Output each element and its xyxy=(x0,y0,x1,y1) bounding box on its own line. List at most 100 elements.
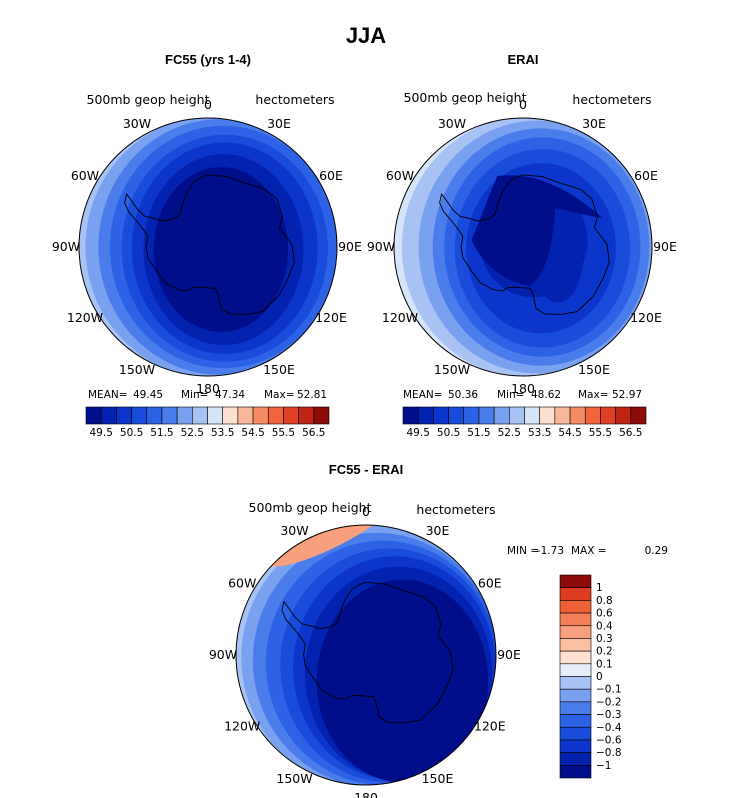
polar-map xyxy=(393,117,653,377)
lon-label: 0 xyxy=(519,97,527,112)
lon-label: 90W xyxy=(52,239,80,254)
min-label: Min= xyxy=(497,389,524,401)
lon-label: 90W xyxy=(209,647,237,662)
colorbar-swatch xyxy=(283,406,299,425)
map-boundary xyxy=(78,117,338,377)
colorbar-swatch xyxy=(448,406,465,425)
coastline xyxy=(124,174,295,315)
colorbar-swatch xyxy=(463,406,480,425)
lon-label: 90W xyxy=(367,239,395,254)
min-value: 48.62 xyxy=(531,389,561,401)
units-label: hectometers xyxy=(572,92,651,107)
panel-title: ERAI xyxy=(507,52,538,67)
colorbar-tick-label: 49.5 xyxy=(407,427,430,439)
field-label: 500mb geop height xyxy=(404,90,527,105)
min-value: -1.73 xyxy=(537,545,564,557)
colorbar-swatch xyxy=(559,638,592,652)
lon-label: 120W xyxy=(67,310,103,325)
lon-label: 30E xyxy=(582,116,606,131)
lon-label: 120E xyxy=(474,719,506,734)
colorbar-tick-label: 54.5 xyxy=(241,427,264,439)
colorbar-tick-label: −0.2 xyxy=(596,696,622,708)
colorbar-swatch xyxy=(222,406,239,425)
colorbar-swatch xyxy=(584,406,601,425)
colorbar-tick-label: 53.5 xyxy=(528,427,551,439)
max-label: Max= xyxy=(264,389,295,401)
colorbar-swatch xyxy=(559,739,592,753)
colorbar-swatch xyxy=(559,612,592,627)
colorbar-tick-label: 53.5 xyxy=(211,427,234,439)
stats-line: MEAN= 49.45 Min= 47.34 Max= 52.81 xyxy=(88,389,327,401)
coastline xyxy=(281,581,454,724)
colorbar-tick-label: −0.1 xyxy=(596,684,622,696)
colorbar-tick-label: 56.5 xyxy=(302,427,325,439)
contour-band xyxy=(316,579,489,783)
colorbar-swatch xyxy=(176,406,193,425)
stats-line: MIN = -1.73 MAX = 0.29 xyxy=(507,545,668,557)
max-value: 52.97 xyxy=(612,389,642,401)
colorbar-swatch xyxy=(131,406,148,425)
panel-difference: FC55 - ERAI 500mb geop height hectometer… xyxy=(209,462,668,798)
colorbar-swatch xyxy=(509,406,525,425)
min-value: 47.34 xyxy=(215,389,245,401)
colorbar-tick-label: 49.5 xyxy=(90,427,113,439)
lon-label: 30E xyxy=(267,116,291,131)
colorbar-tick-label: 52.5 xyxy=(498,427,521,439)
colorbar-swatch xyxy=(539,406,556,425)
field-label: 500mb geop height xyxy=(87,92,210,107)
max-label: MAX = xyxy=(571,545,607,557)
lon-label: 150W xyxy=(434,362,470,377)
panel-title: FC55 - ERAI xyxy=(329,462,403,477)
lon-label: 120W xyxy=(382,310,418,325)
map-boundary xyxy=(393,117,653,377)
colorbar-swatch xyxy=(559,574,592,588)
colorbar-swatch xyxy=(146,406,163,425)
mean-value: 49.45 xyxy=(133,389,163,401)
colorbar-tick-label: 56.5 xyxy=(619,427,642,439)
colorbar-swatch xyxy=(116,406,132,425)
colorbar-swatch xyxy=(313,406,330,425)
colorbar: 49.5 50.5 51.5 52.5 53.5 54.5 55.5 56.5 xyxy=(402,406,647,439)
colorbar-tick-label: 55.5 xyxy=(589,427,612,439)
colorbar-tick-label: 54.5 xyxy=(558,427,581,439)
colorbar-tick-label: 50.5 xyxy=(120,427,143,439)
colorbar-swatch xyxy=(559,726,592,741)
lon-label: 120E xyxy=(315,310,347,325)
polar-map xyxy=(235,524,497,786)
colorbar-tick-label: 0.6 xyxy=(596,608,613,620)
colorbar-swatch xyxy=(569,406,586,425)
colorbar-swatch xyxy=(559,676,592,690)
colorbar-tick-label: 51.5 xyxy=(467,427,490,439)
lon-label: 30W xyxy=(123,116,151,131)
lon-label: 90E xyxy=(653,239,677,254)
lon-label: 60E xyxy=(478,576,502,591)
lon-label: 180 xyxy=(354,790,378,798)
min-label: Min= xyxy=(181,389,208,401)
colorbar-tick-label: −0.8 xyxy=(596,747,622,759)
lon-label: 60W xyxy=(71,168,99,183)
colorbar-swatch xyxy=(100,406,117,425)
lon-label: 120W xyxy=(224,719,260,734)
colorbar-tick-label: 51.5 xyxy=(150,427,173,439)
lon-label: 150E xyxy=(578,362,610,377)
colorbar-tick-label: −0.4 xyxy=(596,722,622,734)
colorbar-swatch xyxy=(559,701,592,715)
panel-erai: ERAI 500mb geop height hectometers 0 30E 6… xyxy=(367,52,677,439)
panel-title: FC55 (yrs 1-4) xyxy=(165,52,251,67)
colorbar-tick-label: 0.2 xyxy=(596,646,613,658)
max-value: 52.81 xyxy=(297,389,327,401)
colorbar-swatch xyxy=(252,406,269,425)
colorbar-swatch xyxy=(237,406,254,425)
lon-label: 0 xyxy=(362,504,370,519)
colorbar-tick-label: 0 xyxy=(596,671,603,683)
mean-label: MEAN= xyxy=(88,389,128,401)
lon-label: 150E xyxy=(422,771,454,786)
coastline xyxy=(439,174,610,315)
colorbar-tick-label: 50.5 xyxy=(437,427,460,439)
lon-label: 30W xyxy=(438,116,466,131)
colorbar-swatch xyxy=(559,625,592,639)
colorbar-swatch xyxy=(417,406,434,425)
colorbar-swatch xyxy=(559,688,592,703)
lon-label: 60E xyxy=(319,168,343,183)
colorbar-swatch xyxy=(559,663,592,677)
